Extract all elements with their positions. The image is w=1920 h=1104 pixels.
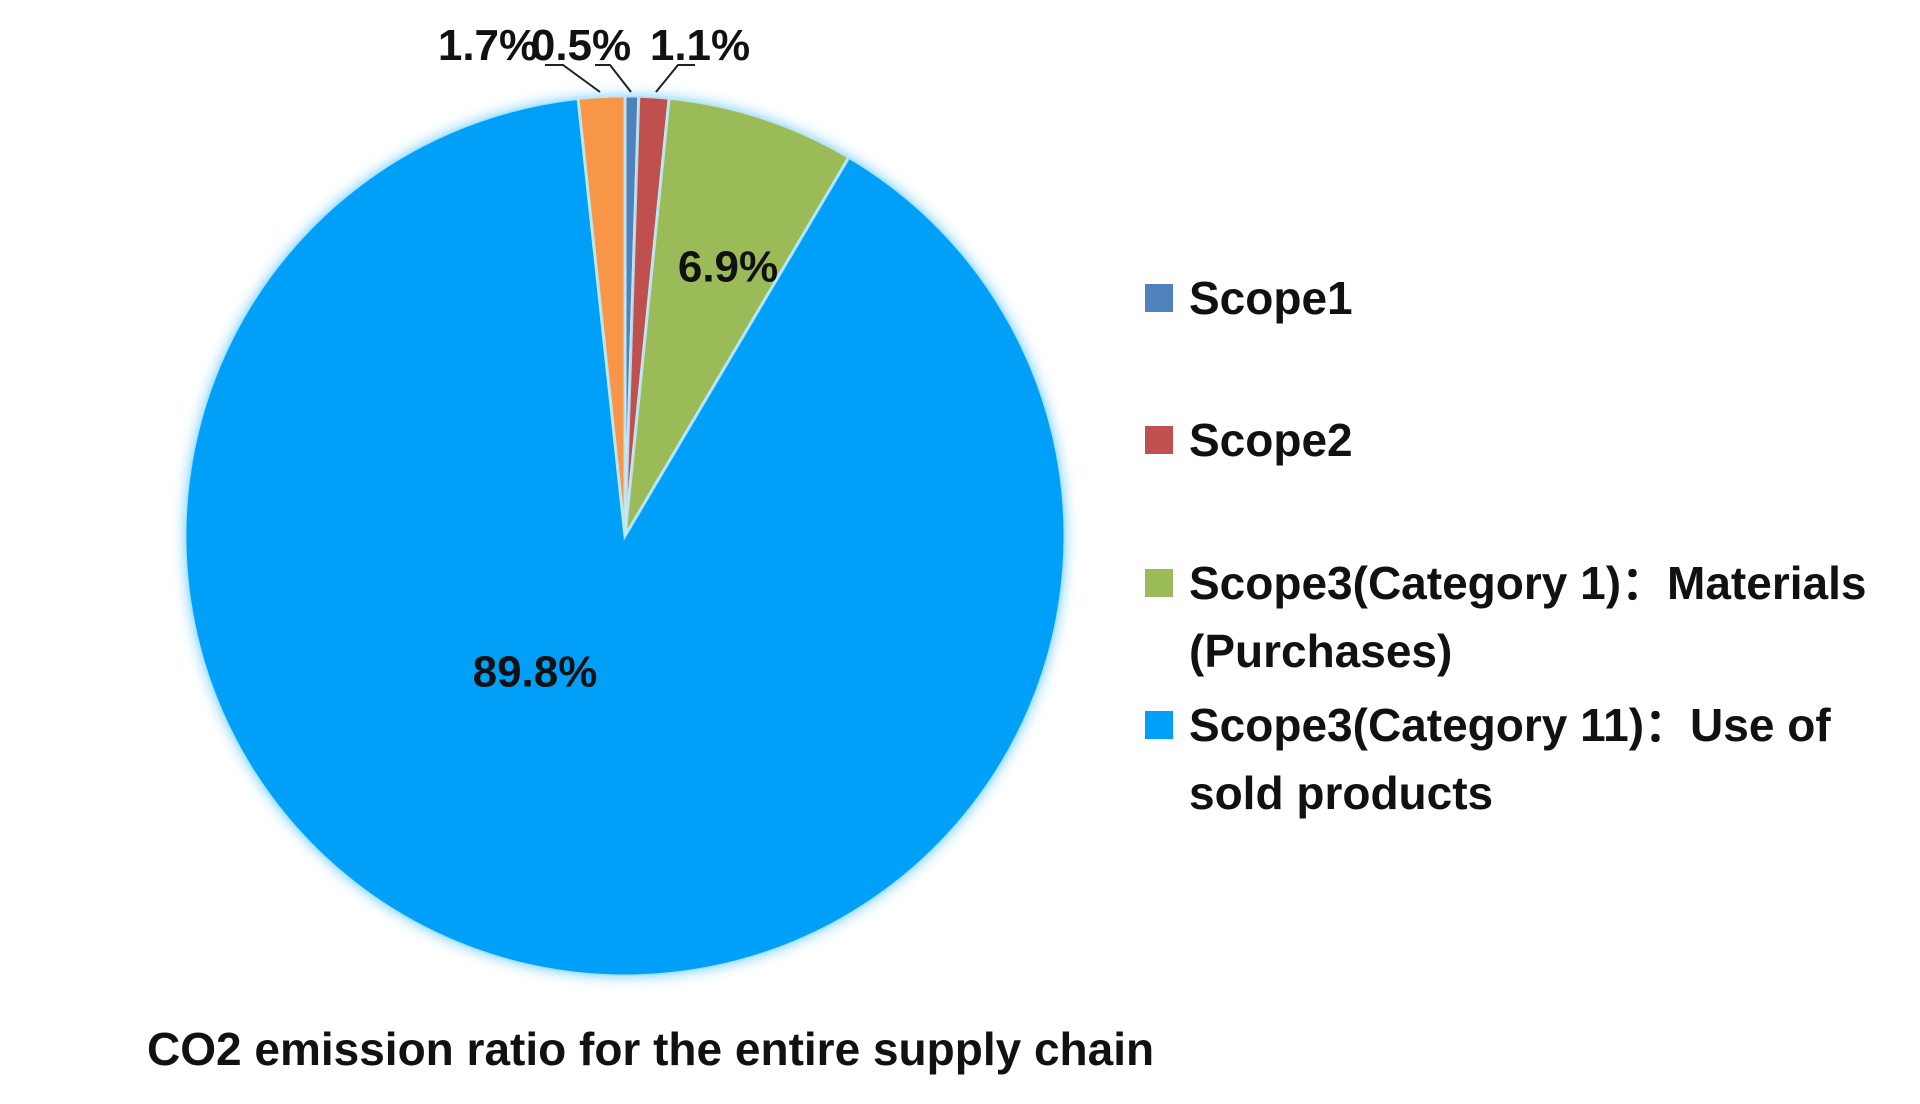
legend-swatch-scope3-category-11-use-of-sold-products	[1145, 711, 1173, 739]
legend-label-scope3-category-11-use-of-sold-products: Scope3(Category 11)：Use of	[1189, 699, 1831, 751]
legend-label-scope2: Scope2	[1189, 414, 1353, 466]
legend-swatch-scope3-category-1-materials-purchases	[1145, 569, 1173, 597]
chart-title: CO2 emission ratio for the entire supply…	[147, 1023, 1154, 1075]
data-label-1-1: 1.1%	[650, 21, 750, 70]
pie-slices	[183, 94, 1067, 978]
data-label-1-7: 1.7%	[438, 21, 538, 70]
pie-slice-scope3-category-1-materials-purchases	[623, 96, 852, 537]
legend-label-scope3-category-11-use-of-sold-products-line2: sold products	[1189, 767, 1493, 819]
data-label-0-5: 0.5%	[531, 21, 631, 70]
legend-label-scope3-category-1-materials-purchases: Scope3(Category 1)：Materials	[1189, 557, 1866, 609]
legend-swatch-scope1	[1145, 284, 1173, 312]
leader-line-1-1	[655, 64, 695, 93]
pie-slice-scope3-category-11-use-of-sold-products	[183, 96, 1067, 978]
legend-label-scope3-category-1-materials-purchases-line2: (Purchases)	[1189, 625, 1452, 677]
legend-label-scope1: Scope1	[1189, 272, 1353, 324]
pie-slice-1-7	[576, 94, 627, 537]
data-label-89-8: 89.8%	[473, 648, 598, 697]
legend: Scope1 Scope2 Scope3(Category 1)：Materials…	[1145, 272, 1866, 819]
data-label-6-9: 6.9%	[678, 243, 778, 292]
leader-line-0-5	[595, 64, 632, 93]
legend-swatch-scope2	[1145, 426, 1173, 454]
leader-line-1-7	[545, 64, 601, 93]
leader-lines	[545, 64, 695, 93]
slice-labels: 0.5% 1.1% 6.9% 89.8% 1.7%	[438, 21, 778, 697]
